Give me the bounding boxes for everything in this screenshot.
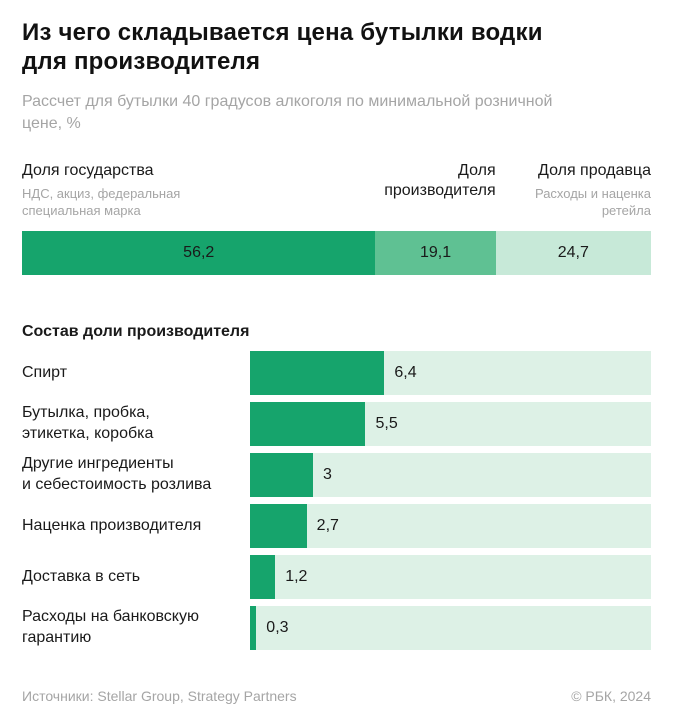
breakdown-row-5: Доставка в сеть 1,2 <box>22 555 651 599</box>
breakdown-row-2: Бутылка, пробка, этикетка, коробка 5,5 <box>22 402 651 446</box>
stacked-segment-state: 56,2 <box>22 231 376 275</box>
segment-label: Доля продавца <box>538 161 651 179</box>
row-value: 5,5 <box>375 415 398 432</box>
page-subtitle: Рассчет для бутылки 40 градусов алкоголя… <box>22 92 553 132</box>
row-track: 5,5 <box>250 402 651 446</box>
row-value: 0,3 <box>266 619 289 636</box>
breakdown-row-6: Расходы на банковскую гарантию 0,3 <box>22 606 651 650</box>
segment-value: 56,2 <box>183 244 215 261</box>
row-bar <box>250 555 276 599</box>
row-label: Другие ингредиенты и себестоимость розли… <box>22 455 212 493</box>
stacked-bar-labels: Доля государства НДС, акциз, федеральная … <box>22 161 651 219</box>
row-label: Спирт <box>22 363 68 381</box>
row-bar <box>250 402 366 446</box>
segment-sublabel: Расходы и наценка ретейла <box>534 185 651 218</box>
segment-value: 19,1 <box>419 244 452 261</box>
breakdown-row-4: Наценка производителя 2,7 <box>22 504 651 548</box>
row-bar <box>250 606 257 650</box>
breakdown-row-1: Спирт 6,4 <box>22 351 651 395</box>
stacked-segment-producer: 19,1 <box>375 231 496 275</box>
row-label: Доставка в сеть <box>22 567 141 585</box>
row-value: 6,4 <box>394 364 417 381</box>
segment-label-col-seller: Доля продавца Расходы и наценка ретейла <box>496 161 651 219</box>
segment-label: Доля государства <box>22 161 154 179</box>
breakdown-row-3: Другие ингредиенты и себестоимость розли… <box>22 453 651 497</box>
row-bar <box>250 351 385 395</box>
row-bar <box>250 453 313 497</box>
row-label: Бутылка, пробка, этикетка, коробка <box>22 404 154 442</box>
vodka-price-infographic: Из чего складывается цена бутылки водки … <box>22 19 651 704</box>
row-value: 2,7 <box>316 517 339 534</box>
row-value: 3 <box>322 466 332 483</box>
row-label: Расходы на банковскую гарантию <box>22 608 199 646</box>
page-title: Из чего складывается цена бутылки водки … <box>22 19 543 76</box>
row-bar <box>250 504 307 548</box>
breakdown-heading: Состав доли производителя <box>22 323 250 340</box>
breakdown-chart: Спирт 6,4 Бутылка, пробка, этикетка, короб… <box>22 351 651 650</box>
copyright-text: © РБК, 2024 <box>571 688 651 704</box>
segment-label: Доля производителя <box>384 161 496 199</box>
row-track: 3 <box>250 453 651 497</box>
footer: Источники: Stellar Group, Strategy Partn… <box>22 688 651 704</box>
segment-value: 24,7 <box>557 244 589 261</box>
stacked-segment-seller: 24,7 <box>495 231 651 275</box>
segment-label-col-state: Доля государства НДС, акциз, федеральная … <box>22 161 375 219</box>
segment-label-col-producer: Доля производителя <box>375 161 495 201</box>
row-value: 1,2 <box>285 568 308 585</box>
segment-sublabel: НДС, акциз, федеральная специальная марк… <box>22 185 181 218</box>
row-track: 2,7 <box>250 504 651 548</box>
stacked-bar: 56,2 19,1 24,7 <box>22 231 651 275</box>
sources-text: Источники: Stellar Group, Strategy Partn… <box>22 688 297 704</box>
row-track: 0,3 <box>250 606 651 650</box>
row-track: 6,4 <box>250 351 651 395</box>
row-track: 1,2 <box>250 555 651 599</box>
row-label: Наценка производителя <box>22 516 202 534</box>
